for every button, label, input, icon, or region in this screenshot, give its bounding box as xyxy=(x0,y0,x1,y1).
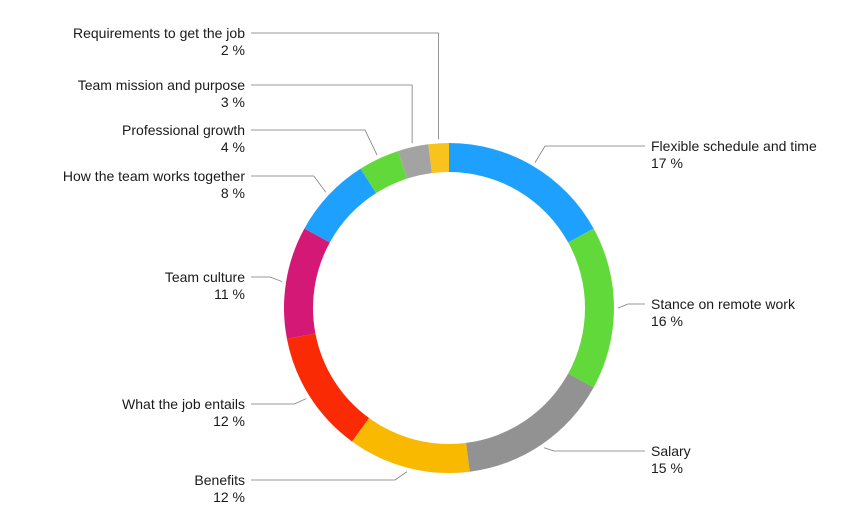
leader-line-stance-on-remote-work xyxy=(617,303,645,309)
slice-value-benefits: 12 % xyxy=(213,489,245,505)
slice-label-team-mission-and-purpose: Team mission and purpose xyxy=(78,77,246,93)
slice-label-team-culture: Team culture xyxy=(165,269,245,285)
leader-line-how-the-team-works-together xyxy=(251,175,327,193)
slice-label-stance-on-remote-work: Stance on remote work xyxy=(651,296,796,312)
slice-label-flexible-schedule-and-time: Flexible schedule and time xyxy=(651,138,817,154)
slice-label-benefits: Benefits xyxy=(194,472,245,488)
slice-how-the-team-works-together xyxy=(304,168,377,243)
leader-line-salary xyxy=(543,447,645,452)
slices-layer xyxy=(284,143,614,473)
slice-label-salary: Salary xyxy=(651,443,691,459)
slice-professional-growth xyxy=(360,151,407,194)
leader-line-professional-growth xyxy=(251,129,378,156)
leader-line-team-culture xyxy=(251,276,283,282)
slice-salary xyxy=(466,373,594,472)
leader-line-flexible-schedule-and-time xyxy=(534,145,645,163)
slice-flexible-schedule-and-time xyxy=(449,143,594,243)
slice-team-mission-and-purpose xyxy=(398,144,432,179)
slice-label-what-the-job-entails: What the job entails xyxy=(122,396,245,412)
slice-label-professional-growth: Professional growth xyxy=(122,122,245,138)
slice-what-the-job-entails xyxy=(286,333,370,442)
slice-value-salary: 15 % xyxy=(651,460,683,476)
slice-team-culture xyxy=(284,228,330,339)
slice-value-what-the-job-entails: 12 % xyxy=(213,413,245,429)
leader-line-requirements-to-get-the-job xyxy=(251,32,439,140)
slice-value-team-culture: 11 % xyxy=(214,286,245,302)
leader-lines-layer xyxy=(251,32,645,481)
slice-value-requirements-to-get-the-job: 2 % xyxy=(221,42,245,58)
leader-line-what-the-job-entails xyxy=(251,398,307,405)
slice-value-stance-on-remote-work: 16 % xyxy=(651,313,683,329)
slice-stance-on-remote-work xyxy=(568,228,614,388)
slice-requirements-to-get-the-job xyxy=(428,143,449,174)
slice-value-how-the-team-works-together: 8 % xyxy=(221,185,245,201)
slice-benefits xyxy=(352,418,470,473)
leader-line-team-mission-and-purpose xyxy=(251,84,413,144)
slice-value-team-mission-and-purpose: 3 % xyxy=(221,94,245,110)
slice-value-flexible-schedule-and-time: 17 % xyxy=(651,155,683,171)
leader-line-benefits xyxy=(251,471,408,481)
slice-label-how-the-team-works-together: How the team works together xyxy=(63,168,245,184)
slice-value-professional-growth: 4 % xyxy=(221,139,245,155)
slice-label-requirements-to-get-the-job: Requirements to get the job xyxy=(73,25,245,41)
